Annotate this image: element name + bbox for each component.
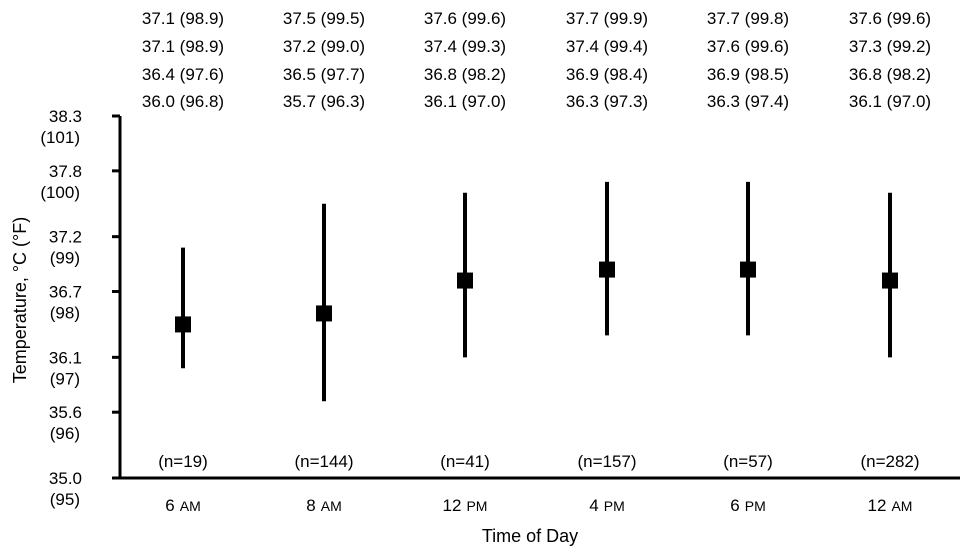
stat-value: 37.4 (99.4) — [566, 37, 648, 56]
x-category-suffix: PM — [745, 498, 766, 514]
y-tick-label-fahrenheit: (100) — [40, 183, 80, 202]
x-category-label: 12 AM — [868, 496, 913, 515]
y-tick-label-fahrenheit: (96) — [50, 424, 80, 443]
stat-value: 37.6 (99.6) — [707, 37, 789, 56]
mean-marker — [882, 272, 898, 289]
stat-value: 37.1 (98.9) — [142, 37, 224, 56]
x-category-label: 6 PM — [730, 496, 765, 515]
y-tick-label-fahrenheit: (98) — [50, 304, 80, 323]
y-tick-label-celsius: 35.0 — [49, 469, 82, 488]
stat-value: 37.4 (99.3) — [424, 37, 506, 56]
stat-value: 36.9 (98.5) — [707, 65, 789, 84]
stat-value: 37.5 (99.5) — [283, 9, 365, 28]
x-category-time: 6 — [165, 496, 174, 515]
stat-value: 36.9 (98.4) — [566, 65, 648, 84]
x-category-time: 8 — [306, 496, 315, 515]
x-category-time: 12 — [443, 496, 462, 515]
sample-size-label: (n=157) — [577, 452, 636, 471]
mean-marker — [316, 305, 332, 322]
stat-value: 36.5 (97.7) — [283, 65, 365, 84]
stat-value: 36.3 (97.4) — [707, 92, 789, 111]
stats-table: 37.1 (98.9) 37.1 (98.9) 36.4 (97.6) 36.0 (9… — [142, 9, 931, 111]
y-tick-label-fahrenheit: (101) — [40, 128, 80, 147]
y-tick-label-celsius: 36.7 — [49, 283, 82, 302]
stat-value: 37.6 (99.6) — [424, 9, 506, 28]
x-category-time: 6 — [730, 496, 739, 515]
y-tick-label-celsius: 37.8 — [49, 162, 82, 181]
stat-value: 36.4 (97.6) — [142, 65, 224, 84]
x-category-label: 12 PM — [443, 496, 488, 515]
stat-value: 36.0 (96.8) — [142, 92, 224, 111]
x-category-label: 6 AM — [165, 496, 200, 515]
x-category-suffix: AM — [180, 498, 201, 514]
stat-value: 37.7 (99.9) — [566, 9, 648, 28]
y-tick-label-fahrenheit: (95) — [50, 490, 80, 509]
sample-size-label: (n=282) — [860, 452, 919, 471]
y-tick-label-fahrenheit: (97) — [50, 369, 80, 388]
sample-sizes: (n=19) (n=144) (n=41) (n=157) (n=57) (n=282) — [158, 452, 919, 471]
y-axis-title: Temperature, °C (°F) — [10, 217, 30, 383]
stat-value: 37.6 (99.6) — [849, 9, 931, 28]
x-category-label: 8 AM — [306, 496, 341, 515]
mean-marker — [740, 261, 756, 278]
stat-value: 36.8 (98.2) — [424, 65, 506, 84]
y-tick-label-celsius: 35.6 — [49, 403, 82, 422]
x-category-time: 4 — [589, 496, 598, 515]
mean-marker — [457, 272, 473, 289]
stat-value: 37.1 (98.9) — [142, 9, 224, 28]
stat-value: 36.8 (98.2) — [849, 65, 931, 84]
x-category-suffix: PM — [604, 498, 625, 514]
sample-size-label: (n=41) — [440, 452, 490, 471]
y-tick-label-celsius: 37.2 — [49, 228, 82, 247]
x-category-label: 4 PM — [589, 496, 624, 515]
x-category-suffix: AM — [321, 498, 342, 514]
mean-marker — [599, 261, 615, 278]
mean-marker — [175, 316, 191, 333]
stat-value: 37.3 (99.2) — [849, 37, 931, 56]
axes: 38.3 (101) 37.8 (100) 37.2 (99) 36.7 (98) 36.1 (9… — [40, 107, 960, 509]
x-category-time: 12 — [868, 496, 887, 515]
x-category-suffix: AM — [891, 498, 912, 514]
stat-value: 35.7 (96.3) — [283, 92, 365, 111]
stat-value: 36.1 (97.0) — [849, 92, 931, 111]
x-category-suffix: PM — [466, 498, 487, 514]
stat-value: 37.2 (99.0) — [283, 37, 365, 56]
y-tick-label-fahrenheit: (99) — [50, 249, 80, 268]
y-tick-label-celsius: 36.1 — [49, 348, 82, 367]
y-tick-label-celsius: 38.3 — [49, 107, 82, 126]
x-axis-categories: 6 AM 8 AM 12 PM 4 PM 6 PM 12 AM — [165, 496, 912, 515]
sample-size-label: (n=19) — [158, 452, 208, 471]
sample-size-label: (n=144) — [294, 452, 353, 471]
range-bars — [175, 181, 898, 402]
stat-value: 37.7 (99.8) — [707, 9, 789, 28]
stat-value: 36.1 (97.0) — [424, 92, 506, 111]
x-axis-title: Time of Day — [482, 526, 578, 546]
stat-value: 36.3 (97.3) — [566, 92, 648, 111]
sample-size-label: (n=57) — [723, 452, 773, 471]
